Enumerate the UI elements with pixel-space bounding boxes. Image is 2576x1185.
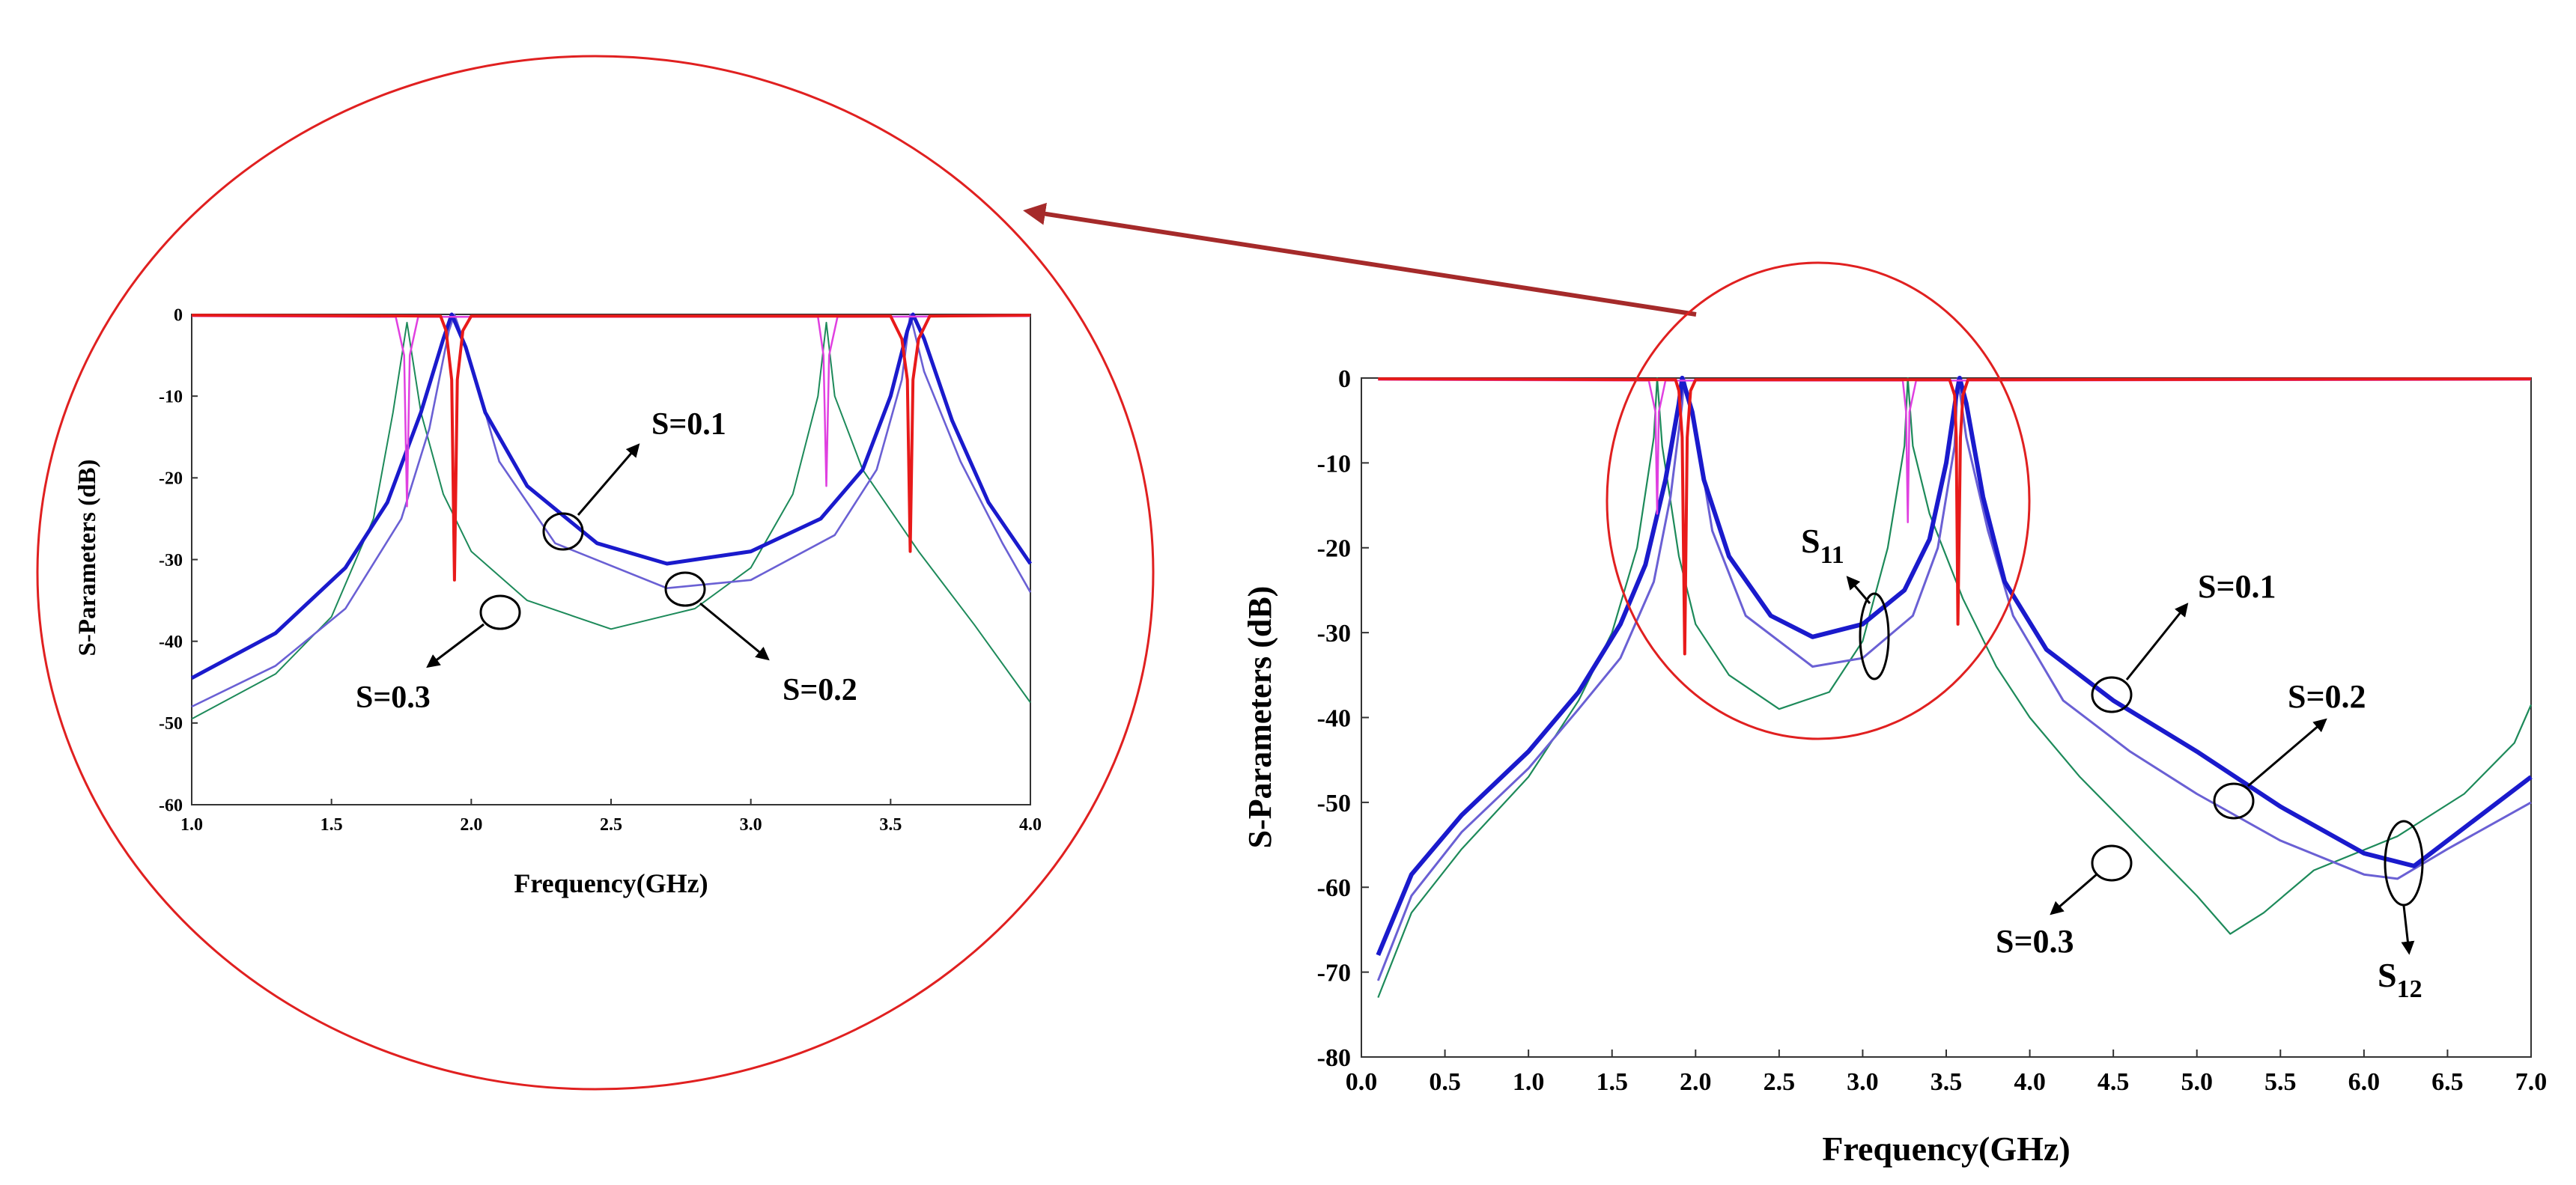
main-x-tick-label: 0.0 [1346, 1068, 1378, 1096]
main-y-tick-label: -30 [1317, 620, 1351, 648]
main-label-s02: S=0.2 [2288, 678, 2366, 715]
inset-x-axis-label: Frequency(GHz) [514, 868, 708, 898]
main-x-tick-label: 4.0 [2014, 1068, 2046, 1096]
main-y-tick-label: -70 [1317, 960, 1351, 987]
main-arrow-s11 [1846, 576, 1871, 604]
main-marker-s11 [1859, 592, 1890, 680]
inset-marker-s01 [542, 512, 584, 551]
main-arrow-s02 [2247, 718, 2327, 788]
inset-arrow-s02 [699, 602, 770, 661]
inset-label-s01: S=0.1 [651, 407, 726, 442]
inset-label-s02: S=0.2 [783, 673, 857, 707]
inset-arrow-s01 [577, 443, 640, 516]
inset-x-tick-label: 3.0 [740, 815, 762, 835]
main-x-tick-label: 6.0 [2348, 1068, 2381, 1096]
main-label-s03: S=0.3 [1996, 923, 2074, 960]
main-x-tick-label: 4.5 [2097, 1068, 2130, 1096]
inset-y-axis-label: S-Parameters (dB) [74, 459, 101, 656]
inset-y-tick-label: -50 [159, 714, 183, 734]
inset-y-tick-label: -30 [159, 551, 183, 570]
main-y-tick-label: -50 [1317, 790, 1351, 817]
inset-series-line-2 [190, 312, 1033, 680]
main-x-tick-label: 1.5 [1596, 1068, 1628, 1096]
main-marker-s01 [2091, 676, 2133, 713]
main-y-tick-label: -60 [1317, 874, 1351, 902]
inset-series-line-0 [191, 321, 1031, 720]
main-y-tick-label: -80 [1317, 1044, 1351, 1072]
main-x-tick-label: 3.0 [1847, 1068, 1879, 1096]
main-x-tick-label: 5.5 [2264, 1068, 2297, 1096]
inset-label-s03: S=0.3 [356, 680, 431, 715]
main-arrow-s12 [2401, 905, 2415, 955]
inset-x-tick-label: 2.0 [460, 815, 482, 835]
inset-x-tick-label: 3.5 [879, 815, 902, 835]
main-series-line-4 [1378, 377, 2532, 656]
inset-y-tick-label: -40 [159, 633, 183, 652]
main-arrow-s03 [2050, 873, 2097, 916]
main-x-tick-label: 6.5 [2431, 1068, 2464, 1096]
inset-x-tick-label: 1.5 [321, 815, 343, 835]
main-marker-s02 [2213, 782, 2255, 820]
main-label-s01: S=0.1 [2198, 568, 2276, 605]
main-y-tick-label: 0 [1338, 365, 1351, 393]
main-marker-s03 [2091, 844, 2133, 882]
main-y-tick-label: -10 [1317, 450, 1351, 478]
s11-main-text: S [1801, 522, 1820, 560]
main-x-axis-label: Frequency(GHz) [1822, 1130, 2070, 1168]
main-label-s12: S12 [2378, 956, 2422, 1003]
main-series-line-2 [1376, 376, 2533, 957]
inset-y-tick-label: -20 [159, 469, 183, 489]
inset-y-tick-label: -10 [159, 388, 183, 407]
inset-x-tick-label: 1.0 [180, 815, 203, 835]
main-x-tick-label: 5.0 [2181, 1068, 2213, 1096]
main-y-axis-label: S-Parameters (dB) [1242, 586, 1278, 849]
inset-series-line-4 [191, 314, 1031, 582]
main-x-tick-label: 0.5 [1429, 1068, 1461, 1096]
main-x-tick-label: 7.0 [2515, 1068, 2548, 1096]
main-x-tick-label: 3.5 [1931, 1068, 1963, 1096]
inset-marker-s02 [664, 571, 706, 607]
inset-arrow-s03 [426, 623, 484, 668]
zoom-region-circle [1606, 261, 2031, 740]
main-marker-s12 [2384, 820, 2424, 907]
inset-series-line-1 [191, 313, 1032, 708]
main-x-tick-label: 2.0 [1680, 1068, 1712, 1096]
inset-y-tick-label: -60 [159, 796, 183, 815]
inset-plot-frame [191, 314, 1031, 805]
main-x-tick-label: 1.0 [1513, 1068, 1545, 1096]
inset-chart: 0 -10 -20 -30 -40 -50 -60 1.0 1.5 2.0 2.5 3.0 3.5 4.… [74, 305, 1042, 898]
inset-x-tick-label: 2.5 [600, 815, 622, 835]
inset-x-tick-label: 4.0 [1019, 815, 1042, 835]
main-plot-frame [1361, 377, 2532, 1058]
inset-magnifier-circle [36, 55, 1155, 1091]
inset-y-tick-label: 0 [174, 305, 183, 325]
main-y-tick-label: -20 [1317, 535, 1351, 563]
main-arrow-s01 [2125, 603, 2189, 680]
main-y-tick-label: -40 [1317, 704, 1351, 732]
main-label-s11: S11 [1801, 522, 1844, 569]
s12-subscript: 12 [2397, 975, 2422, 1003]
main-series-line-0 [1377, 377, 2533, 999]
s12-main-text: S [2378, 956, 2397, 994]
zoom-arrow [1023, 202, 1697, 317]
main-chart: 0 -10 -20 -30 -40 -50 -60 -70 -80 0.0 0.5 1.0 1.5 2.… [1242, 261, 2548, 1168]
s11-subscript: 11 [1820, 541, 1844, 569]
main-x-tick-label: 2.5 [1764, 1068, 1796, 1096]
inset-marker-s03 [479, 594, 521, 630]
